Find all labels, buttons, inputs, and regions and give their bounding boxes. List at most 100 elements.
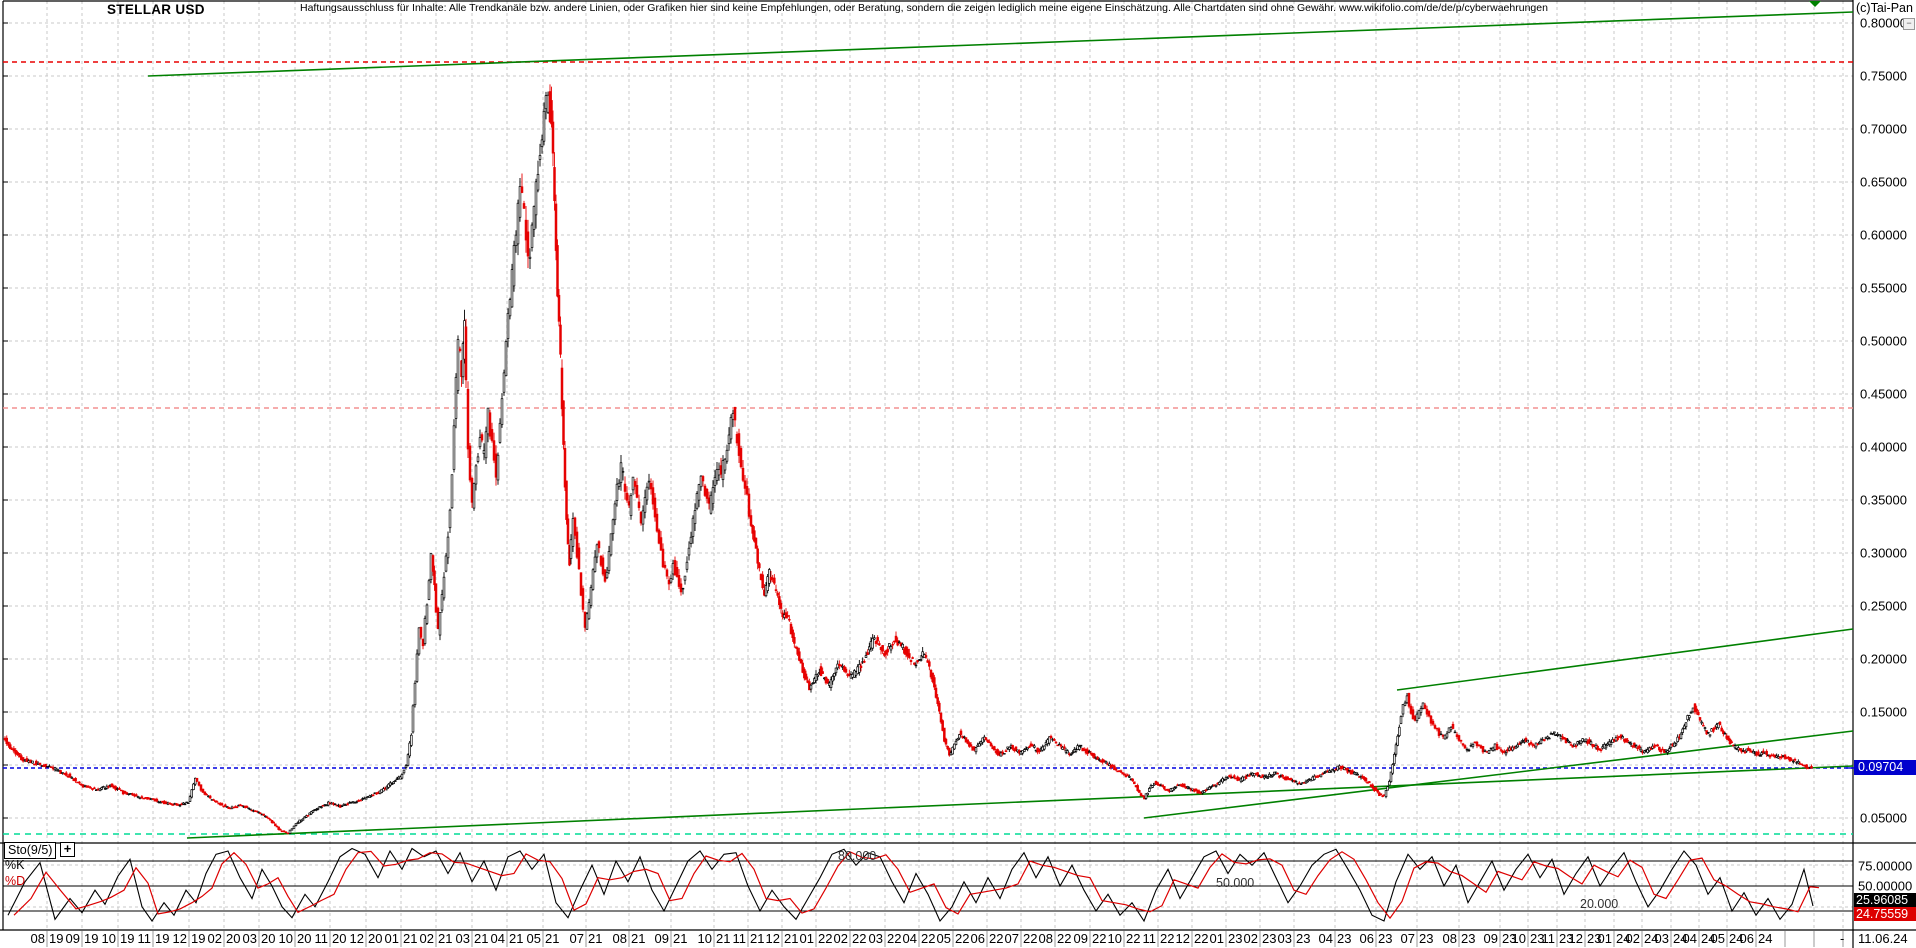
- stoch-d-line: [13, 850, 1820, 920]
- date-axis-label: 21: [673, 931, 687, 946]
- date-axis-label: 10: [279, 931, 293, 946]
- date-axis-label: 12: [350, 931, 364, 946]
- date-axis-label: 08: [31, 931, 45, 946]
- date-axis-label: 22: [921, 931, 935, 946]
- date-axis-label: 02: [208, 931, 222, 946]
- stoch-level-label: 50.000: [1216, 876, 1254, 890]
- date-axis-label: 22: [989, 931, 1003, 946]
- date-axis-label: 19: [191, 931, 205, 946]
- date-axis-label: 20: [226, 931, 240, 946]
- stochastic-d-label: %D: [5, 874, 26, 888]
- date-axis-label: 09: [1074, 931, 1088, 946]
- date-axis-label: 22: [818, 931, 832, 946]
- date-axis-label: 23: [1378, 931, 1392, 946]
- axis-last-date: 11.06.24: [1858, 931, 1908, 946]
- date-axis-label: 24: [1616, 931, 1630, 946]
- trend-line-recent-channel-upper[interactable]: [1396, 628, 1854, 691]
- price-axis-label: 0.05000: [1860, 811, 1907, 826]
- date-axis-label: 21: [631, 931, 645, 946]
- date-axis-label: 08: [1039, 931, 1053, 946]
- stoch-level-label: 20.000: [1580, 897, 1618, 911]
- date-axis-label: 10: [1512, 931, 1526, 946]
- date-axis-label: 22: [1057, 931, 1071, 946]
- date-axis-label: 11: [1143, 931, 1157, 946]
- date-axis-label: 24: [1673, 931, 1687, 946]
- stochastic-k-value-box: 25.96085: [1854, 893, 1916, 907]
- current-price-box: 0.09704: [1854, 760, 1916, 775]
- date-axis-label: 19: [120, 931, 134, 946]
- date-axis-label: 09: [66, 931, 80, 946]
- date-axis-label: 21: [784, 931, 798, 946]
- date-axis-label: 01: [385, 931, 399, 946]
- stoch-axis-label: 50.00000: [1858, 879, 1912, 894]
- date-axis-label: 21: [509, 931, 523, 946]
- date-axis-label: 21: [545, 931, 559, 946]
- price-axis-label: 0.15000: [1860, 705, 1907, 720]
- date-axis-label: 02: [834, 931, 848, 946]
- date-axis-label: 23: [1530, 931, 1544, 946]
- date-axis-label: 23: [1559, 931, 1573, 946]
- date-axis-label: 22: [1092, 931, 1106, 946]
- price-axis-label: 0.20000: [1860, 652, 1907, 667]
- date-axis-label: 23: [1262, 931, 1276, 946]
- date-axis-label: 10: [102, 931, 116, 946]
- date-axis-label: 04: [1683, 931, 1697, 946]
- stochastic-indicator-label[interactable]: Sto(9/5): [4, 842, 57, 859]
- date-axis-label: 11: [138, 931, 152, 946]
- stochastic-expand-icon[interactable]: +: [60, 842, 75, 857]
- date-axis-label: 22: [955, 931, 969, 946]
- price-axis-label: 0.40000: [1860, 440, 1907, 455]
- date-axis-label: 19: [155, 931, 169, 946]
- date-axis-label: 19: [84, 931, 98, 946]
- date-axis-label: 06: [1360, 931, 1374, 946]
- date-axis-label: 21: [403, 931, 417, 946]
- date-axis-label: 10: [698, 931, 712, 946]
- axis-gap-dash: -: [1840, 931, 1845, 946]
- date-axis-label: 23: [1502, 931, 1516, 946]
- date-axis-label: 21: [750, 931, 764, 946]
- date-axis-label: 10: [1108, 931, 1122, 946]
- trend-line-upper-resistance-channel[interactable]: [147, 11, 1854, 77]
- candlestick-series: [3, 84, 1813, 835]
- price-axis-label: 0.45000: [1860, 387, 1907, 402]
- date-axis-label: 03: [1655, 931, 1669, 946]
- date-axis-label: 22: [1160, 931, 1174, 946]
- date-axis-label: 03: [243, 931, 257, 946]
- date-axis-label: 02: [1244, 931, 1258, 946]
- date-axis-label: 21: [474, 931, 488, 946]
- date-axis-label: 01: [1210, 931, 1224, 946]
- disclaimer-text: Haftungsausschluss für Inhalte: Alle Tre…: [300, 2, 1548, 14]
- date-axis-label: 12: [1569, 931, 1583, 946]
- date-axis-label: 12: [1176, 931, 1190, 946]
- date-axis-label: 05: [1711, 931, 1725, 946]
- trend-peak-marker-icon: [1809, 1, 1821, 7]
- stoch-axis-label: 75.00000: [1858, 859, 1912, 874]
- date-axis-label: 23: [1419, 931, 1433, 946]
- date-axis-label: 06: [1740, 931, 1754, 946]
- date-axis-label: 03: [869, 931, 883, 946]
- date-axis-label: 09: [655, 931, 669, 946]
- date-axis-label: 24: [1701, 931, 1715, 946]
- axis-collapse-icon[interactable]: −: [1903, 18, 1915, 30]
- price-axis-label: 0.50000: [1860, 334, 1907, 349]
- trend-line-long-term-support[interactable]: [186, 765, 1854, 839]
- date-axis-label: 22: [1023, 931, 1037, 946]
- date-axis-label: 08: [613, 931, 627, 946]
- date-axis-label: 21: [438, 931, 452, 946]
- price-axis-label: 0.80000: [1860, 16, 1907, 31]
- price-axis-label: 0.75000: [1860, 69, 1907, 84]
- date-axis-label: 08: [1443, 931, 1457, 946]
- date-axis-label: 12: [766, 931, 780, 946]
- date-axis-label: 11: [1542, 931, 1556, 946]
- date-axis-label: 03: [456, 931, 470, 946]
- price-axis-label: 0.65000: [1860, 175, 1907, 190]
- date-axis-label: 04: [903, 931, 917, 946]
- date-axis-label: 02: [1626, 931, 1640, 946]
- date-axis-label: 21: [716, 931, 730, 946]
- stoch-k-line: [7, 847, 1814, 923]
- date-axis-label: 03: [1278, 931, 1292, 946]
- date-axis-label: 04: [1319, 931, 1333, 946]
- date-axis-label: 22: [887, 931, 901, 946]
- date-axis-label: 21: [588, 931, 602, 946]
